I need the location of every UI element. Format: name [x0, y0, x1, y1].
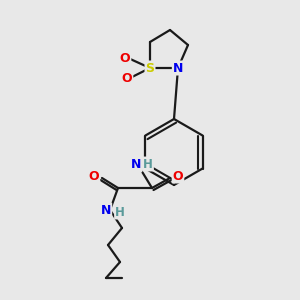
Text: O: O [120, 52, 130, 64]
Text: N: N [173, 61, 183, 74]
Text: O: O [173, 169, 183, 182]
Text: N: N [101, 203, 111, 217]
Text: H: H [143, 158, 153, 170]
Text: O: O [89, 169, 99, 182]
Text: N: N [131, 158, 141, 172]
Text: S: S [146, 61, 154, 74]
Text: O: O [122, 71, 132, 85]
Text: H: H [115, 206, 125, 218]
